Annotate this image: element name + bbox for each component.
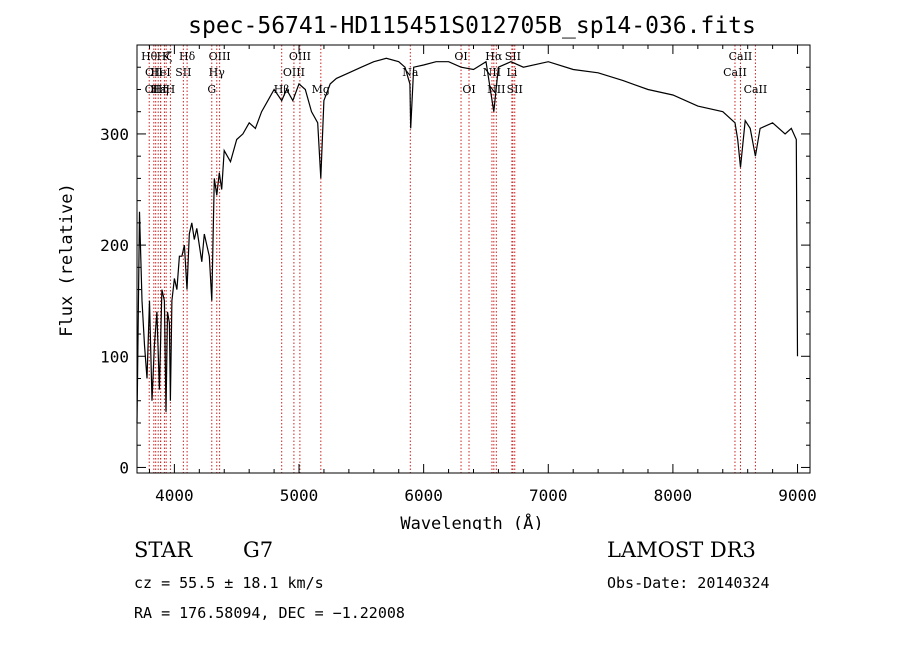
- line-label-6: Hζ: [157, 50, 173, 63]
- line-label-8: H: [166, 83, 176, 96]
- line-label-28: CaII: [729, 50, 753, 63]
- x-axis-label: Wavelength (Å): [400, 512, 543, 530]
- survey-name: LAMOST DR3: [607, 538, 756, 562]
- line-label-19: OI: [454, 50, 467, 63]
- line-label-0: Hθ: [141, 50, 158, 63]
- line-label-2: OIII: [145, 83, 167, 96]
- x-tick-label-5: 9000: [778, 486, 817, 505]
- line-label-15: OIII: [283, 66, 305, 79]
- line-label-22: Hα: [485, 50, 503, 63]
- x-tick-label-3: 7000: [529, 486, 568, 505]
- line-label-16: OIII: [289, 50, 311, 63]
- line-label-25: SII: [505, 50, 521, 63]
- line-label-29: CaII: [744, 83, 768, 96]
- object-class: STAR: [134, 538, 193, 562]
- y-tick-label-2: 200: [100, 236, 129, 255]
- line-label-27: CaII: [723, 66, 747, 79]
- line-label-10: Hδ: [179, 50, 196, 63]
- x-axis-ticks: 4000 5000 6000 7000 8000 9000: [148, 45, 817, 505]
- spectral-line-markers: [148, 45, 756, 473]
- spectrum-chart: spec-56741-HD115451S012705B_sp14-036.fit…: [57, 13, 817, 530]
- chart-title: spec-56741-HD115451S012705B_sp14-036.fit…: [188, 13, 756, 39]
- line-label-5: HeI: [150, 66, 170, 79]
- line-label-11: G: [207, 83, 216, 96]
- y-axis-ticks: 0 100 200 300: [100, 66, 810, 477]
- x-tick-label-4: 8000: [654, 486, 693, 505]
- y-tick-label-3: 300: [100, 125, 129, 144]
- line-label-18: Na: [402, 66, 419, 79]
- line-label-4: Hη: [153, 83, 169, 96]
- line-label-20: OI: [462, 83, 475, 96]
- coordinates: RA = 176.58094, DEC = −1.22008: [134, 604, 405, 622]
- line-label-24: Li: [506, 66, 517, 79]
- line-label-9: SII: [175, 66, 191, 79]
- x-tick-label-2: 6000: [404, 486, 443, 505]
- line-label-7: K: [162, 50, 171, 63]
- line-label-3: Hε: [151, 83, 167, 96]
- flux-series-line: [136, 57, 799, 424]
- y-axis-label: Flux (relative): [57, 183, 77, 337]
- line-label-13: OIII: [209, 50, 231, 63]
- spectral-subclass: G7: [243, 538, 274, 562]
- obs-date: Obs-Date: 20140324: [607, 574, 770, 592]
- line-label-12: Hγ: [209, 66, 226, 79]
- x-tick-label-1: 5000: [280, 486, 319, 505]
- redshift-text: cz = 55.5 ± 18.1 km/s: [134, 574, 324, 592]
- y-tick-label-1: 100: [100, 347, 129, 366]
- line-label-26: SII: [507, 83, 523, 96]
- x-tick-label-0: 4000: [155, 486, 194, 505]
- line-label-1: OII: [145, 66, 163, 79]
- y-tick-label-0: 0: [119, 458, 129, 477]
- spectral-line-labels: HθOIIOIIIHεHηHeIHζKHSIIHδGHγOIIIHβOIIIOI…: [141, 50, 767, 96]
- line-label-17: Mg: [312, 83, 330, 96]
